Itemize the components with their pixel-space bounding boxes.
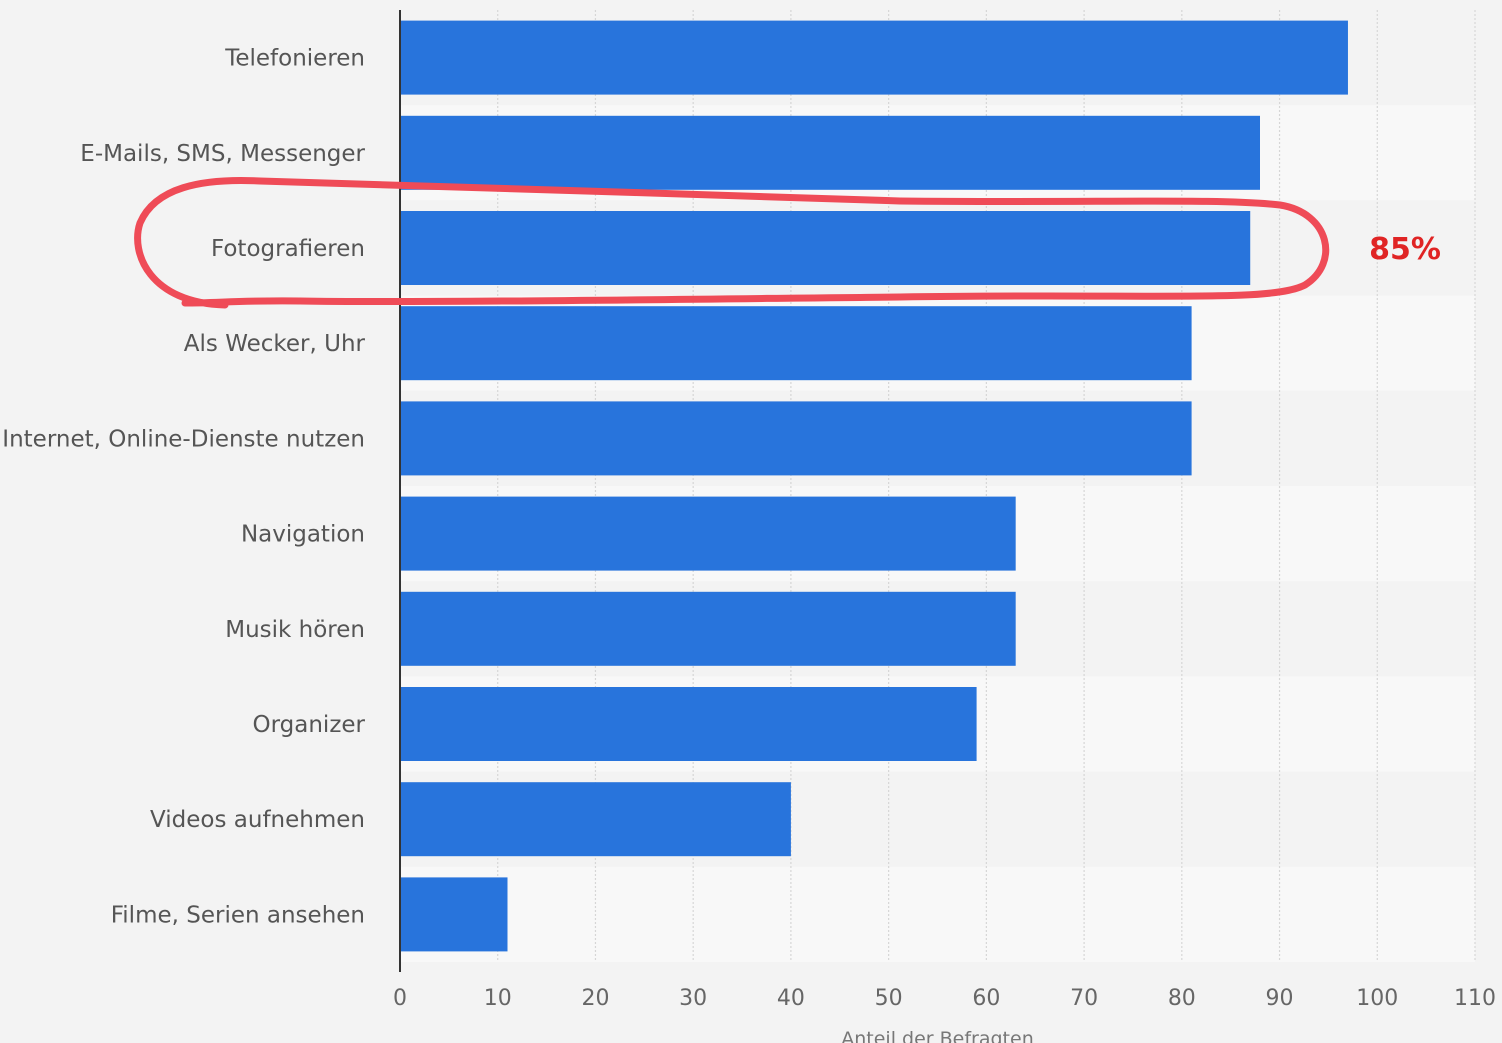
bar: [400, 115, 1260, 190]
bars: [400, 20, 1348, 952]
category-label: Internet, Online-Dienste nutzen: [2, 426, 365, 452]
x-tick-label: 110: [1454, 986, 1496, 1011]
row-band: [400, 866, 1475, 962]
bar: [400, 591, 1016, 666]
category-label: Fotografieren: [211, 236, 365, 262]
category-label: Navigation: [241, 522, 365, 548]
bar: [400, 687, 977, 761]
bar: [400, 306, 1192, 381]
x-tick-label: 80: [1168, 986, 1196, 1011]
bar: [400, 496, 1016, 571]
highlight-annotation: 85%: [134, 177, 1441, 309]
category-label: Filme, Serien ansehen: [111, 902, 365, 928]
x-tick-label: 20: [581, 986, 609, 1011]
x-tick-label: 70: [1070, 986, 1098, 1011]
x-axis-title: Anteil der Befragten: [841, 1028, 1034, 1043]
bar: [400, 782, 791, 857]
category-labels: Telefonieren E-Mails, SMS, Messenger Fotog…: [2, 46, 365, 929]
bar: [400, 877, 508, 952]
x-tick-label: 30: [679, 986, 707, 1011]
x-tick-label: 40: [777, 986, 805, 1011]
category-label: Als Wecker, Uhr: [184, 331, 366, 357]
highlight-circle: [134, 177, 1330, 309]
category-label: E-Mails, SMS, Messenger: [80, 141, 365, 167]
x-tick-label: 100: [1356, 986, 1398, 1011]
x-tick-label: 10: [484, 986, 512, 1011]
bar: [400, 211, 1251, 285]
category-label: Telefonieren: [224, 46, 365, 72]
highlight-value-label: 85%: [1369, 232, 1441, 267]
category-label: Videos aufnehmen: [150, 807, 365, 833]
x-tick-label: 60: [972, 986, 1000, 1011]
bar: [400, 20, 1348, 95]
x-tick-labels: 0 10 20 30 40 50 60 70 80 90 100 110: [393, 986, 1496, 1011]
x-tick-label: 90: [1266, 986, 1294, 1011]
x-tick-label: 50: [875, 986, 903, 1011]
bar: [400, 401, 1192, 476]
category-label: Musik hören: [225, 617, 365, 643]
x-tick-label: 0: [393, 986, 407, 1011]
category-label: Organizer: [253, 712, 366, 738]
